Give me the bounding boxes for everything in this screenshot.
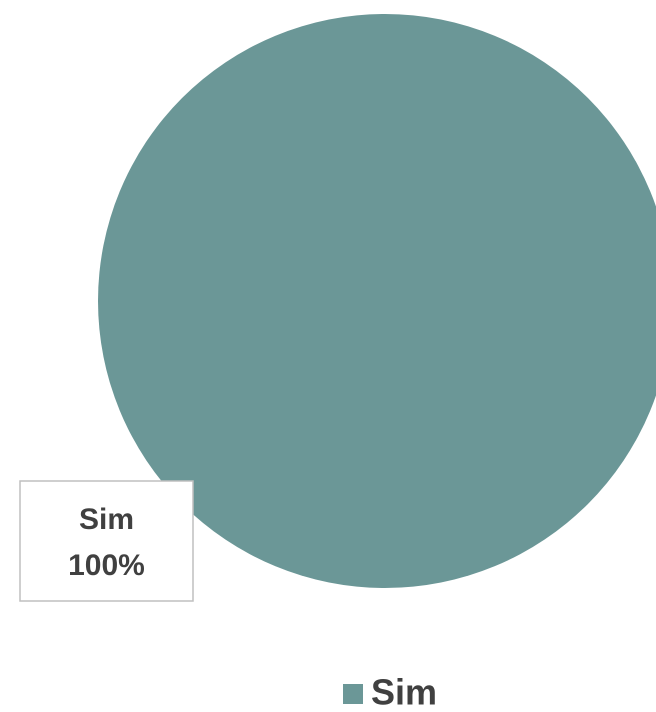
data-label-value: 100% [68, 549, 145, 582]
legend-label: Sim [371, 672, 437, 712]
data-label-box [19, 480, 194, 602]
legend-swatch [343, 684, 363, 704]
pie-slice [98, 14, 656, 588]
data-label-category: Sim [79, 503, 134, 536]
